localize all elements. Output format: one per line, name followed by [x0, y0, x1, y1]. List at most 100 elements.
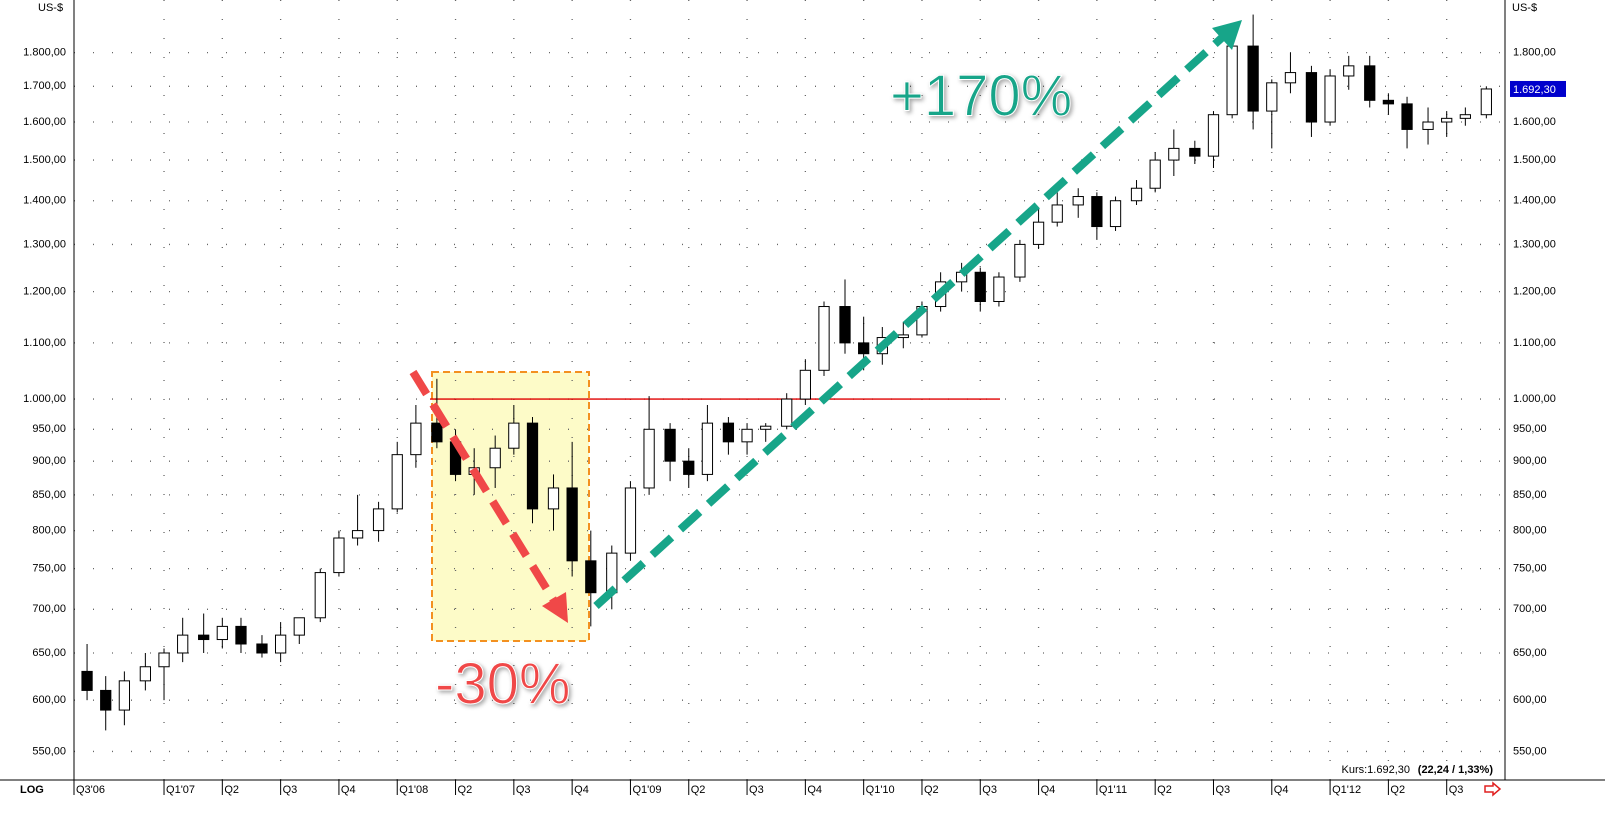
candle-body — [1364, 65, 1376, 101]
y-tick-label-right: 900,00 — [1513, 455, 1547, 467]
last-price-box — [1510, 80, 1566, 97]
y-tick-label-right: 600,00 — [1513, 694, 1547, 706]
y-tick-label-right: 550,00 — [1513, 745, 1547, 757]
candle-body — [372, 508, 385, 532]
y-tick-label-right: 1.200,00 — [1513, 286, 1556, 298]
candle-body — [741, 428, 753, 443]
down-arrow-shaft — [409, 369, 560, 607]
loss-annotation: -30% — [435, 651, 570, 716]
y-tick-label: 1.600,00 — [23, 116, 66, 128]
x-tick-label: Q3 — [749, 784, 764, 796]
candle-body — [216, 625, 228, 641]
y-axis-label-right: US-$ — [1512, 2, 1537, 14]
x-tick-label: Q3 — [283, 784, 298, 796]
candle-body — [974, 271, 986, 303]
candle-body — [547, 487, 560, 510]
y-tick-label: 1.100,00 — [23, 337, 66, 349]
candle-body — [274, 634, 287, 654]
last-price-label: 1.692,30 — [1513, 84, 1556, 96]
y-tick-label: 1.400,00 — [23, 195, 66, 207]
candle-body — [1130, 187, 1143, 202]
candle-body — [1091, 196, 1103, 228]
y-tick-label-right: 1.100,00 — [1513, 337, 1556, 349]
gain-annotation: +170% — [890, 63, 1072, 128]
y-tick-label: 1.500,00 — [23, 154, 66, 166]
candle-body — [1459, 114, 1471, 119]
x-tick-label: Q1'07 — [166, 784, 195, 796]
y-tick-label-right: 1.500,00 — [1513, 154, 1556, 166]
candle-body — [1168, 147, 1180, 161]
x-tick-label: Q4 — [574, 784, 589, 796]
x-tick-label: Q3 — [1215, 784, 1230, 796]
x-tick-label: Q3 — [982, 784, 997, 796]
down-arrow-head — [542, 592, 568, 623]
x-tick-label: Q2 — [1157, 784, 1172, 796]
y-tick-label: 1.200,00 — [23, 286, 66, 298]
y-tick-label-right: 700,00 — [1513, 603, 1547, 615]
candle-body — [235, 625, 247, 645]
candle-body — [760, 425, 772, 430]
candle-body — [858, 342, 870, 355]
y-tick-label: 550,00 — [32, 745, 66, 757]
down-arrow — [409, 369, 568, 623]
candle-body — [1072, 196, 1084, 206]
candle-body — [489, 447, 501, 469]
candle-body — [1480, 88, 1492, 116]
candle-body — [1382, 99, 1395, 105]
up-arrow-shaft — [593, 31, 1229, 609]
y-tick-label: 950,00 — [32, 423, 66, 435]
candle-body — [643, 428, 655, 489]
candle-body — [1324, 75, 1336, 123]
candle-body — [566, 487, 578, 562]
candle-body — [624, 487, 637, 554]
candle-body — [683, 460, 695, 475]
y-tick-label: 600,00 — [32, 694, 66, 706]
x-tick-label: Q3 — [1449, 784, 1464, 796]
y-tick-label-right: 1.000,00 — [1513, 393, 1556, 405]
x-tick-label: Q4 — [341, 784, 356, 796]
candle-body — [781, 398, 793, 427]
y-tick-label: 650,00 — [32, 647, 66, 659]
up-arrow-head — [1212, 20, 1242, 50]
candle-body — [1226, 45, 1238, 116]
y-tick-label-right: 1.800,00 — [1513, 47, 1556, 59]
candle-body — [333, 537, 345, 574]
candle-body — [1284, 72, 1297, 84]
x-tick-label: Q2 — [458, 784, 473, 796]
candle-body — [1422, 121, 1434, 130]
y-tick-label: 750,00 — [32, 563, 66, 575]
y-tick-label-right: 750,00 — [1513, 563, 1547, 575]
candle-body — [897, 334, 909, 339]
candle-body — [1305, 72, 1318, 123]
candle-body — [391, 454, 403, 510]
y-tick-label: 700,00 — [32, 603, 66, 615]
candle-body — [508, 422, 520, 449]
x-tick-label: Q2 — [1390, 784, 1405, 796]
x-tick-label: Q1'11 — [1099, 784, 1127, 796]
x-tick-label: Q4 — [807, 784, 822, 796]
up-arrow — [593, 20, 1242, 609]
candle-body — [1401, 103, 1413, 130]
candle-body — [993, 276, 1005, 303]
candle-body — [1247, 45, 1259, 112]
candle-body — [177, 634, 189, 654]
x-tick-label: Q3 — [516, 784, 531, 796]
x-tick-label: Q2 — [224, 784, 239, 796]
x-tick-label: Q4 — [1041, 784, 1056, 796]
candle-body — [526, 422, 539, 510]
y-tick-label: 1.000,00 — [23, 393, 66, 405]
candle-body — [818, 306, 830, 371]
candle-body — [81, 670, 93, 691]
y-tick-label-right: 1.300,00 — [1513, 238, 1556, 250]
candle-body — [1149, 159, 1161, 189]
y-axis-label: US-$ — [38, 2, 63, 14]
candle-body — [118, 680, 131, 711]
scroll-arrow[interactable] — [1484, 781, 1502, 797]
candle-body — [799, 369, 811, 400]
candle-body — [1207, 114, 1220, 157]
y-tick-label: 1.800,00 — [23, 47, 66, 59]
y-tick-label: 1.700,00 — [23, 80, 66, 92]
y-tick-label: 850,00 — [32, 489, 66, 501]
